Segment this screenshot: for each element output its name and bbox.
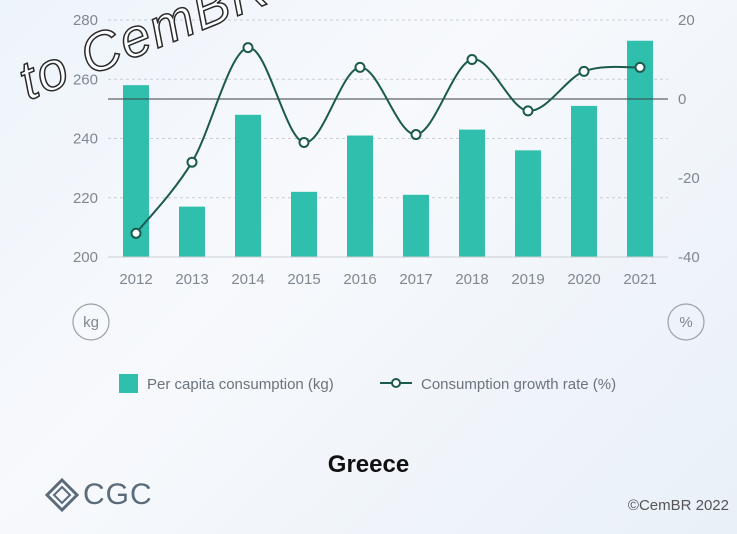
- bar: [459, 129, 485, 257]
- left-tick-label: 240: [73, 131, 98, 148]
- bar: [347, 135, 373, 257]
- growth-rate-point: [130, 227, 142, 239]
- growth-rate-point: [410, 129, 422, 141]
- x-tick-label: 2013: [175, 271, 208, 288]
- bar: [403, 194, 429, 257]
- growth-rate-point: [242, 42, 254, 54]
- diamond-logo-icon: [45, 478, 79, 512]
- percent-unit-label: %: [679, 314, 692, 331]
- growth-rate-point: [298, 136, 310, 148]
- cgc-logo: CGC: [45, 478, 153, 512]
- bar: [571, 105, 597, 257]
- left-tick-label: 220: [73, 190, 98, 207]
- x-tick-label: 2021: [623, 271, 656, 288]
- country-label: Greece: [327, 451, 410, 478]
- legend-line-label: Consumption growth rate (%): [421, 376, 616, 393]
- growth-rate-point: [522, 105, 534, 117]
- growth-rate-point: [354, 61, 366, 73]
- x-tick-label: 2017: [399, 271, 432, 288]
- right-tick-label: 20: [678, 12, 695, 29]
- growth-rate-point: [186, 156, 198, 168]
- growth-rate-point: [578, 65, 590, 77]
- left-tick-label: 280: [73, 12, 98, 29]
- right-tick-label: -40: [678, 249, 700, 266]
- left-tick-label: 260: [73, 71, 98, 88]
- legend-bar-swatch: [119, 374, 138, 393]
- growth-rate-line: [135, 46, 641, 234]
- x-tick-label: 2015: [287, 271, 320, 288]
- bar: [515, 150, 541, 257]
- x-tick-label: 2016: [343, 271, 376, 288]
- bar: [627, 40, 653, 257]
- legend-bar-label: Per capita consumption (kg): [147, 376, 334, 393]
- x-tick-label: 2020: [567, 271, 600, 288]
- bar: [291, 191, 317, 257]
- x-tick-label: 2019: [511, 271, 544, 288]
- x-tick-label: 2018: [455, 271, 488, 288]
- x-tick-label: 2012: [119, 271, 152, 288]
- bar: [235, 114, 261, 257]
- logo-text: CGC: [83, 478, 153, 511]
- right-tick-label: 0: [678, 91, 686, 108]
- x-tick-label: 2014: [231, 271, 264, 288]
- legend-line-marker: [391, 378, 401, 388]
- growth-rate-point: [466, 54, 478, 65]
- kg-unit-badge: [72, 303, 110, 341]
- percent-unit-badge: [667, 303, 705, 341]
- copyright-text: ©CemBR 2022: [627, 497, 729, 514]
- left-tick-label: 200: [73, 249, 98, 266]
- kg-unit-label: kg: [83, 314, 99, 331]
- bar: [179, 206, 205, 257]
- growth-rate-point: [634, 61, 646, 73]
- right-tick-label: -20: [678, 170, 700, 187]
